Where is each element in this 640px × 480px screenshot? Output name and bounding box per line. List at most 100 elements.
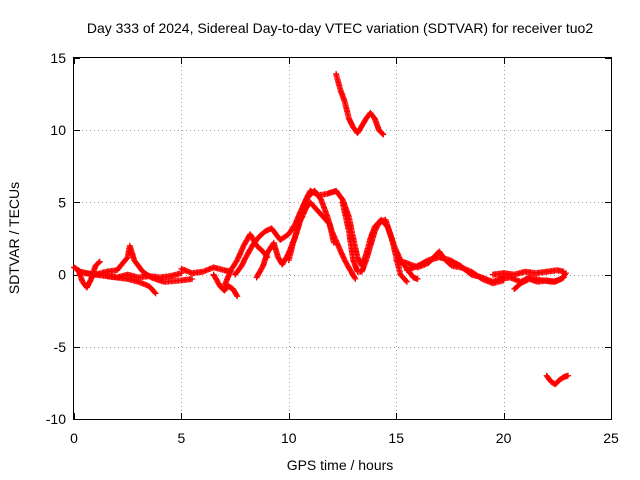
- data-point-group: [114, 255, 130, 274]
- data-point-group: [313, 206, 326, 219]
- y-tick-label: 0: [58, 267, 66, 283]
- plot-frame: [73, 57, 612, 420]
- data-point: [403, 278, 410, 285]
- data-point-group: [333, 70, 343, 92]
- data-point: [352, 275, 359, 282]
- data-point-group: [532, 268, 549, 277]
- series-arc-d: [103, 270, 185, 281]
- series-arc-n: [403, 254, 507, 285]
- data-point-group: [376, 127, 386, 137]
- data-point-group: [234, 244, 247, 264]
- data-point-group: [556, 374, 566, 383]
- data-point-group: [167, 270, 184, 279]
- x-tick-label: 15: [388, 430, 404, 446]
- x-tick-label: 0: [70, 430, 78, 446]
- data-point-group: [277, 232, 291, 243]
- data-point-group: [318, 196, 330, 219]
- data-point-group: [253, 242, 265, 254]
- data-point: [234, 293, 241, 300]
- data-point-group: [333, 187, 345, 202]
- x-axis-label: GPS time / hours: [287, 457, 394, 473]
- series-arc-f: [210, 271, 241, 300]
- data-point-group: [345, 228, 356, 262]
- data-point-group: [126, 242, 137, 262]
- data-point-group: [249, 235, 261, 249]
- data-point-group: [341, 257, 354, 274]
- data-point-group: [131, 257, 145, 274]
- data-point-group: [341, 98, 352, 121]
- data-point: [565, 372, 572, 379]
- data-point-group: [328, 228, 341, 248]
- x-tick-label: 25: [603, 430, 619, 446]
- series-arc-g: [221, 231, 271, 290]
- data-point-group: [290, 221, 303, 246]
- series-arc-e: [178, 264, 234, 277]
- data-point: [380, 131, 387, 138]
- data-point-group: [270, 239, 281, 259]
- data-point-group: [253, 264, 266, 281]
- series-arc-j: [285, 187, 359, 282]
- data-point-group: [221, 268, 234, 290]
- data-point-group: [358, 116, 369, 129]
- data-point-group: [230, 286, 240, 299]
- data-point-group: [311, 187, 324, 202]
- data-point: [562, 270, 569, 277]
- data-point-group: [397, 271, 409, 284]
- data-point-group: [255, 229, 268, 241]
- data-point-group: [146, 283, 158, 296]
- y-tick-label: -10: [46, 411, 66, 427]
- data-point-group: [391, 242, 403, 262]
- data-point-group: [260, 251, 270, 269]
- data-point-group: [363, 236, 373, 258]
- data-point-group: [225, 283, 235, 292]
- y-axis-label: SDTVAR / TECUs: [6, 182, 22, 294]
- data-point-group: [354, 124, 365, 137]
- grid: [74, 58, 611, 419]
- data-point-group: [242, 244, 255, 261]
- data-point-group: [210, 271, 223, 288]
- x-tick-label: 10: [281, 430, 297, 446]
- series-arc-c: [81, 242, 196, 285]
- data-point-group: [324, 213, 335, 233]
- y-tick-label: 15: [50, 50, 66, 66]
- data-point-group: [199, 264, 216, 275]
- data-point: [152, 290, 159, 297]
- data-point-group: [552, 275, 566, 285]
- y-tick-label: 10: [50, 122, 66, 138]
- data-point-group: [337, 86, 348, 103]
- data-point-group: [296, 203, 307, 226]
- x-tick-label: 5: [178, 430, 186, 446]
- x-tick-label: 20: [496, 430, 512, 446]
- data-point-group: [307, 199, 319, 212]
- data-point-group: [178, 276, 194, 284]
- data-point-group: [285, 241, 296, 264]
- data-point-group: [285, 222, 298, 238]
- chart-title: Day 333 of 2024, Sidereal Day-to-day VTE…: [87, 20, 594, 36]
- series-arc-q: [511, 274, 567, 292]
- y-tick-label: -5: [54, 339, 67, 355]
- data-point-group: [335, 242, 348, 262]
- data-point-group: [268, 225, 283, 242]
- data-point: [414, 275, 421, 282]
- data-point-group: [227, 258, 240, 274]
- data-point-group: [348, 268, 358, 281]
- data-point-group: [92, 259, 102, 269]
- data-marks: [71, 70, 572, 388]
- data-point-group: [457, 262, 474, 277]
- data-point-group: [543, 372, 553, 384]
- data-point-group: [232, 264, 244, 278]
- data-point-group: [384, 223, 397, 248]
- data-point-group: [339, 199, 352, 233]
- data-point: [189, 275, 196, 282]
- data-point: [560, 274, 567, 281]
- series-arc-s: [543, 372, 572, 388]
- data-point: [96, 258, 103, 265]
- data-point-group: [367, 109, 377, 121]
- series-arc-r: [333, 70, 387, 138]
- data-point-group: [511, 281, 523, 292]
- y-tick-label: 5: [58, 194, 66, 210]
- data-point-group: [378, 216, 390, 229]
- data-point-group: [552, 377, 562, 388]
- axis-ticks: 0 5 10 15 20 25 -10 -5 0 5 10 15: [46, 50, 619, 446]
